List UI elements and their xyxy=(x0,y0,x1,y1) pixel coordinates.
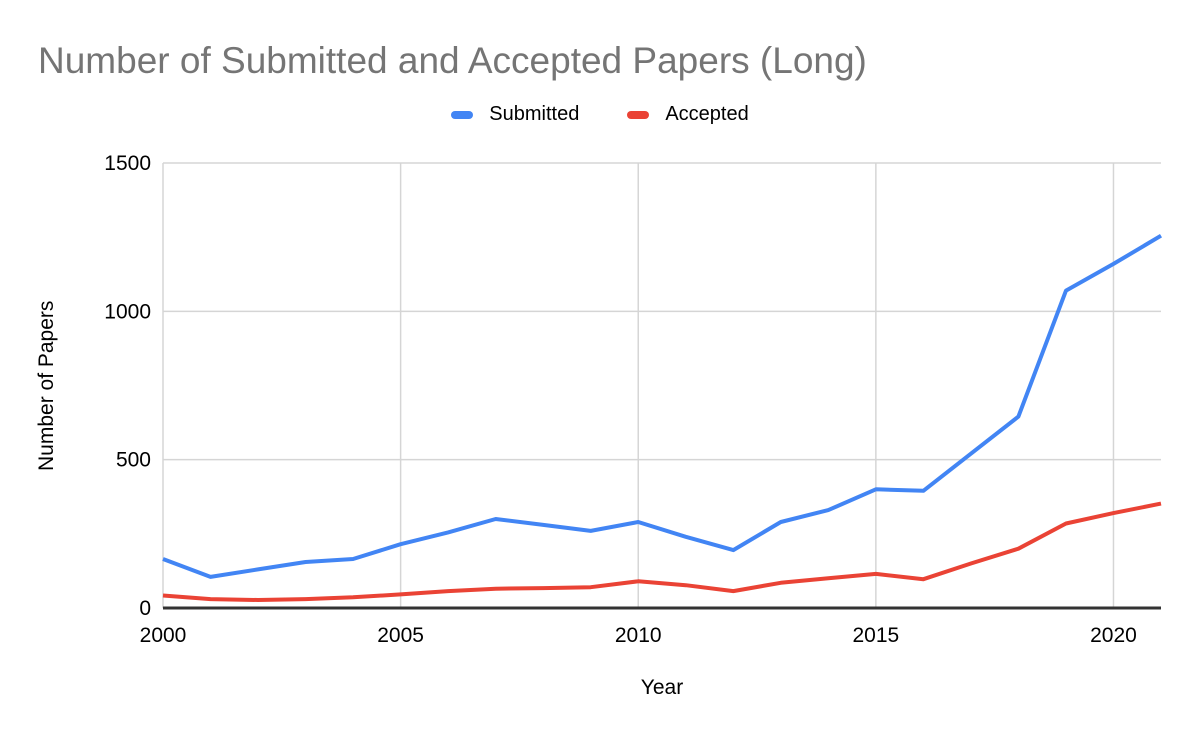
legend-item-accepted: Accepted xyxy=(627,103,749,126)
x-tick-label: 2005 xyxy=(377,624,424,647)
series-line-accepted xyxy=(162,501,1162,602)
legend-label-accepted: Accepted xyxy=(665,103,749,125)
x-axis-title: Year xyxy=(640,676,684,699)
legend-swatch-accepted xyxy=(627,110,650,119)
legend-swatch-submitted xyxy=(451,110,474,119)
y-tick-label: 1000 xyxy=(104,300,151,323)
chart-legend: Submitted Accepted xyxy=(0,103,1200,126)
y-tick-label: 500 xyxy=(116,449,151,472)
x-tick-label: 2020 xyxy=(1090,624,1137,647)
legend-item-submitted: Submitted xyxy=(451,103,579,126)
y-tick-label: 0 xyxy=(139,597,151,620)
x-tick-label: 2010 xyxy=(615,624,662,647)
series-line-submitted xyxy=(162,233,1163,579)
x-tick-label: 2015 xyxy=(852,624,899,647)
x-tick-label: 2000 xyxy=(140,624,187,647)
chart-title: Number of Submitted and Accepted Papers … xyxy=(38,40,867,81)
legend-label-submitted: Submitted xyxy=(489,103,580,125)
y-tick-label: 1500 xyxy=(104,152,151,175)
